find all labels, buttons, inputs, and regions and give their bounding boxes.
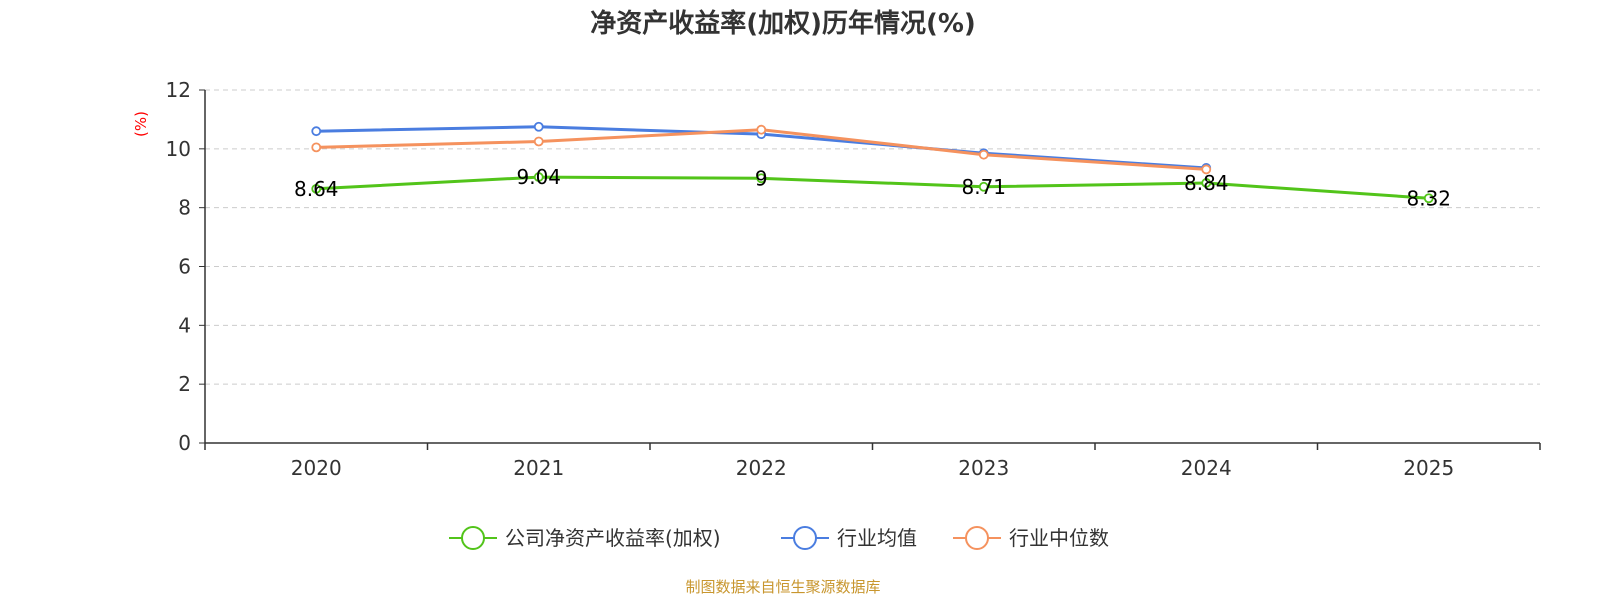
legend-item-2[interactable]: 行业中位数 xyxy=(953,526,1109,550)
data-point[interactable] xyxy=(1201,178,1212,188)
legend-label: 行业均值 xyxy=(837,526,917,550)
data-point[interactable] xyxy=(978,181,989,192)
grid-lines xyxy=(205,89,1540,385)
data-point[interactable] xyxy=(533,121,544,132)
data-source-note: 制图数据来自恒生聚源数据库 xyxy=(685,578,880,596)
x-tick-label: 2025 xyxy=(1403,456,1454,480)
data-label: 8.32 xyxy=(1406,186,1451,210)
x-tick-label: 2024 xyxy=(1181,456,1232,480)
data-point[interactable] xyxy=(756,124,767,135)
chart-title: 净资产收益率(加权)历年情况(%) xyxy=(590,8,976,39)
y-tick-label: 4 xyxy=(178,313,191,337)
axes: 0 2 4 6 8 10 12 2020 2021 2022 2023 2024 2025 xyxy=(166,78,1541,480)
x-tick-label: 2021 xyxy=(513,456,564,480)
data-point[interactable] xyxy=(978,149,989,160)
legend-item-0[interactable]: 公司净资产收益率(加权) xyxy=(449,526,721,550)
data-point[interactable] xyxy=(533,136,544,147)
data-point[interactable] xyxy=(1201,164,1212,175)
y-tick-label: 8 xyxy=(178,196,191,220)
x-tick-label: 2022 xyxy=(736,456,787,480)
y-tick-label: 0 xyxy=(178,431,191,455)
data-point[interactable] xyxy=(533,172,544,182)
data-point[interactable] xyxy=(311,183,322,194)
data-point[interactable] xyxy=(1423,193,1434,204)
y-tick-label: 2 xyxy=(178,372,191,396)
legend-item-1[interactable]: 行业均值 xyxy=(781,526,917,550)
legend-circle-icon xyxy=(793,526,817,550)
legend[interactable]: 公司净资产收益率(加权) 行业均值 行业中位数 xyxy=(449,526,1109,550)
x-tick-label: 2023 xyxy=(958,456,1009,480)
legend-label: 行业中位数 xyxy=(1009,526,1109,550)
y-tick-label: 12 xyxy=(166,78,191,102)
data-point[interactable] xyxy=(311,126,322,137)
data-label: 8.71 xyxy=(961,175,1006,199)
data-label: 9 xyxy=(755,166,768,190)
legend-circle-icon xyxy=(965,526,989,550)
data-labels: 8.64 9.04 9 8.71 8.84 8.32 xyxy=(294,165,1451,210)
legend-label: 公司净资产收益率(加权) xyxy=(505,526,721,550)
data-label: 9.04 xyxy=(516,165,561,189)
y-tick-label: 10 xyxy=(166,137,191,161)
series-lines xyxy=(311,121,1434,204)
x-tick-label: 2020 xyxy=(291,456,342,480)
data-point[interactable] xyxy=(756,173,767,184)
data-point[interactable] xyxy=(311,142,322,153)
data-label: 8.64 xyxy=(294,177,339,201)
legend-circle-icon xyxy=(461,526,485,550)
data-label: 8.84 xyxy=(1184,171,1229,195)
y-tick-label: 6 xyxy=(178,255,191,279)
series-line-0 xyxy=(314,175,1431,200)
y-axis-unit-label: (%) xyxy=(132,111,150,137)
